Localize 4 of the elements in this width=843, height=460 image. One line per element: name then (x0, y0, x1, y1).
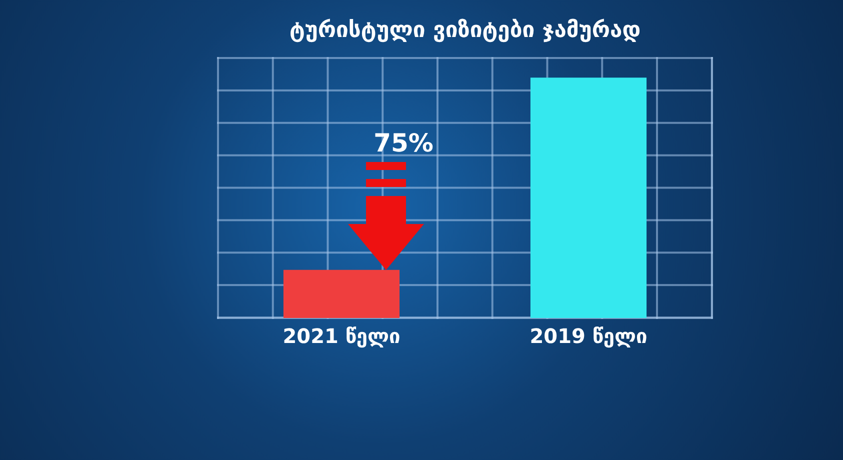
x-tick-label: 2021 წელი (282, 324, 400, 348)
x-tick-label: 2019 წელი (530, 324, 648, 348)
annotation: 75% (374, 128, 434, 158)
chart-title: ტურისტული ვიზიტები ჯამურად (289, 18, 641, 43)
